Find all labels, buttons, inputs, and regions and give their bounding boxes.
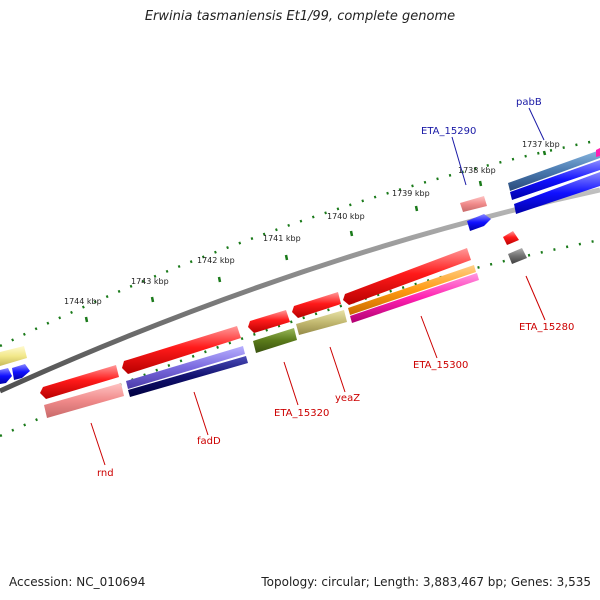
gene-pabB[interactable] [508, 150, 600, 191]
gene-ETA_15280[interactable] [508, 248, 527, 264]
gene-red-left[interactable] [40, 365, 119, 399]
tick-label: 1738 kbp [458, 166, 496, 175]
accession-text: Accession: NC_010694 [9, 575, 146, 589]
major-ticks [84, 150, 547, 323]
tick-label: 1739 kbp [392, 189, 430, 198]
gene-label-ETA_15280: ETA_15280 [519, 322, 574, 333]
gene-ETA_15300[interactable] [350, 273, 479, 323]
gene-label-ETA_15290: ETA_15290 [421, 126, 476, 137]
gene-ETA_15300-orange[interactable] [348, 265, 476, 315]
gene-label-yeaZ: yeaZ [335, 393, 360, 404]
gene-red-small[interactable] [503, 231, 519, 245]
gene-fadD-lavender[interactable] [126, 346, 245, 389]
gene-label-fadD: fadD [197, 436, 221, 447]
gene-label-ETA_15300: ETA_15300 [413, 360, 468, 371]
gene-blue-large[interactable] [514, 172, 600, 214]
gene-blue-edge-a[interactable] [0, 368, 12, 384]
tick-label: 1741 kbp [263, 234, 301, 243]
gene-label-pabB: pabB [516, 97, 542, 108]
genome-backbone [0, 187, 600, 394]
gene-red-upper[interactable] [343, 248, 471, 305]
gene-blue-edge-b[interactable] [12, 364, 30, 380]
tick-label: 1740 kbp [327, 212, 365, 221]
gene-rnd[interactable] [44, 383, 124, 418]
gene-label-ETA_15320: ETA_15320 [274, 408, 329, 419]
map-title: Erwinia tasmaniensis Et1/99, complete ge… [144, 9, 456, 24]
tick-label: 1742 kbp [197, 256, 235, 265]
gene-label-rnd: rnd [97, 468, 114, 479]
gene-yellow-edge[interactable] [0, 346, 27, 366]
gene-yeaZ[interactable] [296, 310, 347, 335]
gene-ETA_15290[interactable] [460, 196, 487, 212]
gene-pabB-group[interactable] [508, 148, 600, 214]
inner-tick-ring [0, 238, 600, 438]
gene-red-mid[interactable] [292, 292, 341, 318]
tick-labels: 1737 kbp 1738 kbp 1739 kbp 1740 kbp 1741… [64, 140, 560, 306]
leader-lines [90, 107, 546, 466]
genome-summary-text: Topology: circular; Length: 3,883,467 bp… [261, 575, 591, 589]
gene-red-long[interactable] [122, 326, 241, 374]
tick-label: 1744 kbp [64, 297, 102, 306]
tick-label: 1743 kbp [131, 277, 169, 286]
gene-ETA_15320[interactable] [253, 328, 297, 353]
tick-label: 1737 kbp [522, 140, 560, 149]
gene-magenta-edge[interactable] [596, 148, 600, 157]
gene-pabB-partner[interactable] [510, 160, 600, 200]
gene-red-left-mid[interactable] [248, 310, 290, 333]
gene-labels: pabB ETA_15290 ETA_15280 ETA_15300 yeaZ … [97, 97, 574, 479]
gene-fadD[interactable] [128, 356, 248, 397]
gene-blue-small[interactable] [467, 214, 491, 231]
